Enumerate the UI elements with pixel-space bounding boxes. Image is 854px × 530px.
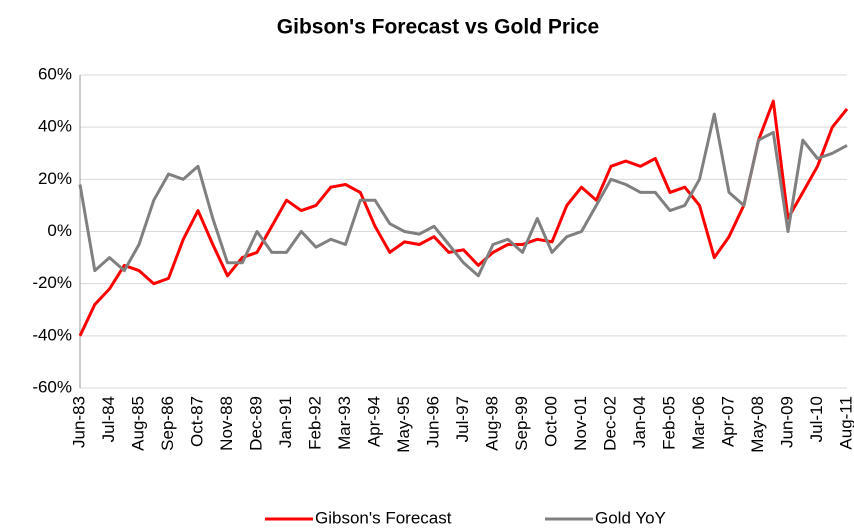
x-tick-label: Jul-97: [453, 396, 472, 442]
x-tick-label: Sep-86: [158, 396, 177, 451]
x-tick-label: May-08: [748, 396, 767, 453]
x-tick-label: Feb-92: [305, 396, 324, 450]
y-tick-label: 60%: [38, 64, 72, 83]
y-tick-label: -60%: [32, 377, 72, 396]
series-line: [78, 99, 849, 337]
x-tick-label: Apr-94: [364, 396, 383, 447]
x-tick-label: Jan-91: [276, 396, 295, 448]
x-tick-label: Jan-04: [630, 396, 649, 448]
legend-label: Gold YoY: [595, 508, 666, 527]
y-tick-label: -40%: [32, 325, 72, 344]
x-tick-label: Dec-89: [246, 396, 265, 451]
series-line: [78, 112, 848, 278]
x-tick-label: Jun-09: [777, 396, 796, 448]
x-tick-label: Jun-83: [69, 396, 88, 448]
x-tick-label: Oct-87: [187, 396, 206, 447]
x-tick-label: Jul-84: [99, 396, 118, 442]
x-tick-label: Dec-02: [600, 396, 619, 451]
x-tick-label: Apr-07: [718, 396, 737, 447]
x-tick-label: Jun-96: [423, 396, 442, 448]
x-tick-label: Mar-93: [335, 396, 354, 450]
x-tick-label: Aug-98: [482, 396, 501, 451]
y-tick-label: 0%: [47, 221, 72, 240]
x-tick-label: Jul-10: [807, 396, 826, 442]
x-tick-label: Nov-01: [571, 396, 590, 451]
x-tick-label: Nov-88: [217, 396, 236, 451]
x-tick-label: Aug-85: [128, 396, 147, 451]
chart-title: Gibson's Forecast vs Gold Price: [277, 16, 599, 39]
y-tick-label: 40%: [38, 117, 72, 136]
x-tick-label: May-95: [394, 396, 413, 453]
y-tick-label: -20%: [32, 273, 72, 292]
x-tick-label: Sep-99: [512, 396, 531, 451]
legend-label: Gibson's Forecast: [315, 508, 452, 527]
x-tick-label: Feb-05: [659, 396, 678, 450]
x-tick-label: Oct-00: [541, 396, 560, 447]
x-tick-label: Mar-06: [689, 396, 708, 450]
x-tick-label: Aug-11: [836, 396, 854, 450]
y-tick-label: 20%: [38, 169, 72, 188]
